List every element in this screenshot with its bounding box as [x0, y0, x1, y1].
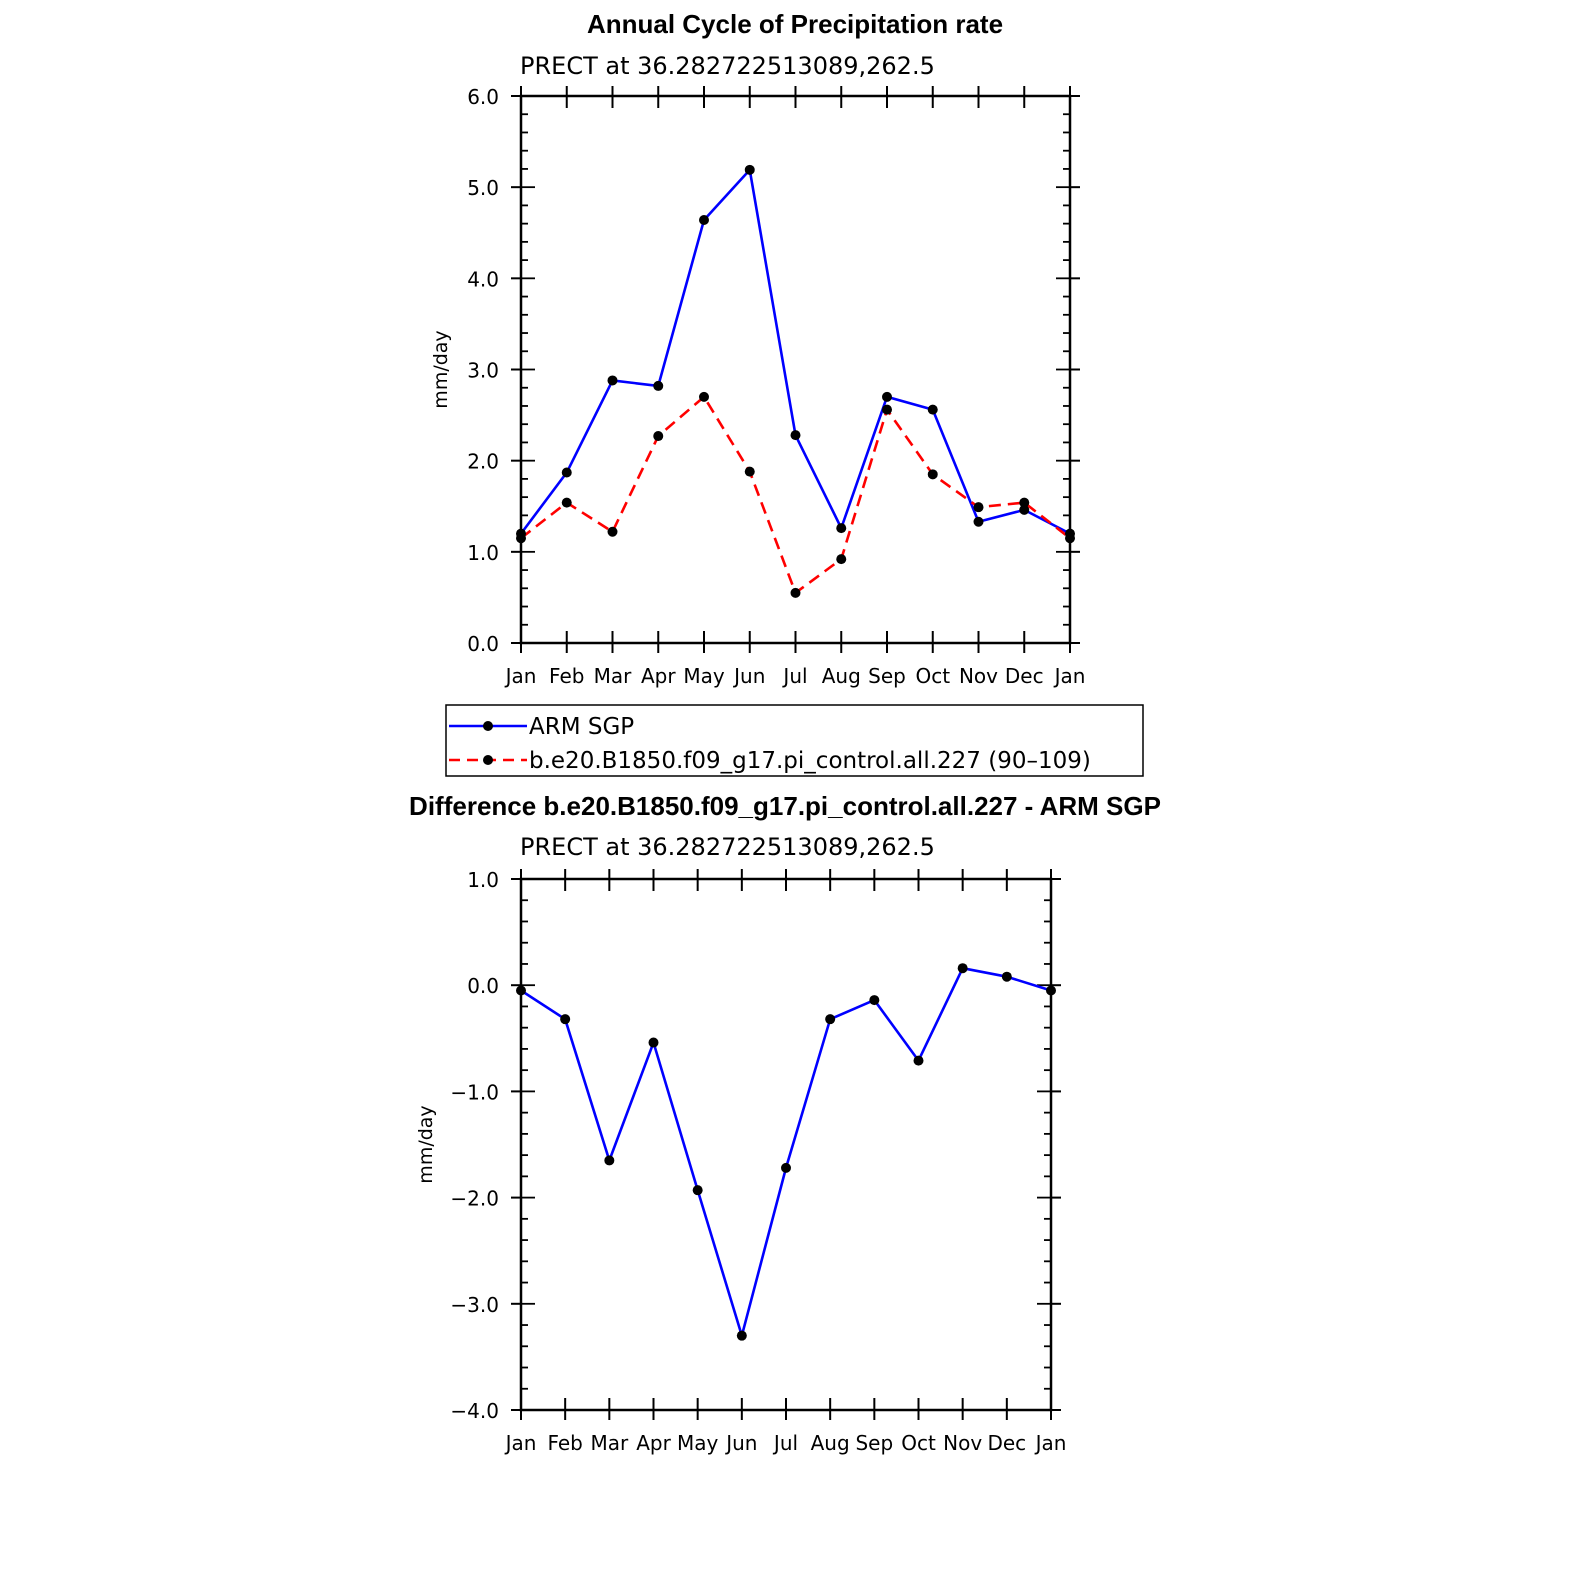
legend: ARM SGP b.e20.B1850.f09_g17.pi_control.a… [445, 704, 1144, 777]
x-tick-label: Jan [504, 1431, 537, 1455]
series-line-1 [520, 395, 1071, 595]
precip-annual-cycle-chart: Annual Cycle of Precipitation rate PRECT… [430, 9, 1085, 688]
data-point [653, 431, 664, 442]
y-axis-label: mm/day [415, 1105, 437, 1183]
data-point [516, 533, 526, 544]
y-tick-label: 3.0 [467, 359, 499, 383]
x-tick-label: Sep [868, 664, 906, 688]
y-tick-label: 1.0 [467, 541, 499, 565]
legend-label-arm-sgp: ARM SGP [529, 714, 634, 740]
data-point [836, 554, 847, 565]
data-point [781, 1162, 791, 1173]
legend-marker-model [483, 755, 493, 765]
x-tick-label: Dec [987, 1431, 1026, 1455]
y-tick-label: 2.0 [467, 450, 499, 474]
x-tick-label: Aug [811, 1431, 850, 1455]
y-axis-label: mm/day [430, 330, 452, 408]
x-tick-label: Jul [781, 664, 807, 688]
x-tick-label: Nov [943, 1431, 982, 1455]
data-point [882, 391, 892, 402]
plot-frame [519, 877, 1053, 1412]
data-point [825, 1014, 836, 1025]
x-tick-label: Jan [504, 664, 537, 688]
x-tick-label: May [677, 1431, 719, 1455]
x-tick-label: Dec [1005, 664, 1044, 688]
data-point [790, 430, 801, 441]
x-tick-label: Sep [855, 1431, 893, 1455]
data-point [973, 502, 984, 513]
x-tick-label: Jul [772, 1431, 798, 1455]
x-tick-label: Nov [959, 664, 998, 688]
data-point [699, 391, 709, 402]
y-tick-label: 0.0 [467, 974, 499, 998]
y-tick-label: 1.0 [467, 868, 499, 892]
data-point [1046, 985, 1056, 996]
y-tick-label: −2.0 [450, 1187, 499, 1211]
y-tick-label: −1.0 [450, 1080, 499, 1104]
data-point [699, 214, 709, 225]
x-tick-label: Jun [732, 664, 765, 688]
x-tick-label: Apr [641, 664, 676, 688]
data-point [744, 466, 755, 477]
data-point [560, 1014, 571, 1025]
data-point [736, 1330, 747, 1341]
series-line-0 [520, 966, 1052, 1337]
data-point [1065, 533, 1075, 544]
x-tick-label: Apr [636, 1431, 671, 1455]
data-point [957, 963, 968, 974]
x-tick-label: Jan [1053, 664, 1086, 688]
legend-label-model: b.e20.B1850.f09_g17.pi_control.all.227 (… [529, 748, 1091, 774]
legend-box [445, 704, 1144, 777]
data-point [927, 469, 938, 480]
y-tick-label: 0.0 [467, 632, 499, 656]
data-point [882, 404, 892, 415]
y-tick-label: −4.0 [450, 1399, 499, 1423]
data-point [790, 587, 801, 598]
series-line-0 [519, 168, 1071, 535]
data-point [561, 467, 572, 478]
x-tick-label: Feb [547, 1431, 582, 1455]
precip-difference-chart: Difference b.e20.B1850.f09_g17.pi_contro… [409, 791, 1161, 1455]
x-tick-label: Jan [1034, 1431, 1067, 1455]
x-tick-label: Feb [549, 664, 584, 688]
data-point [516, 985, 526, 996]
data-point [653, 380, 664, 391]
x-tick-label: Aug [822, 664, 861, 688]
x-tick-label: Oct [901, 1431, 936, 1455]
data-point [648, 1037, 659, 1048]
y-tick-label: 6.0 [467, 85, 499, 109]
x-tick-label: May [683, 664, 725, 688]
y-tick-label: 5.0 [467, 176, 499, 200]
data-point [744, 164, 755, 175]
x-tick-label: Oct [915, 664, 950, 688]
data-point [692, 1185, 703, 1196]
data-point [973, 516, 984, 527]
data-point [1001, 971, 1012, 982]
data-point [607, 375, 618, 386]
data-point [561, 497, 572, 508]
data-point [1019, 497, 1030, 508]
data-point [869, 995, 880, 1006]
x-tick-label: Mar [590, 1431, 629, 1455]
chart-title: Annual Cycle of Precipitation rate [587, 9, 1003, 39]
data-point [913, 1055, 924, 1066]
chart-subtitle: PRECT at 36.282722513089,262.5 [520, 52, 935, 80]
y-tick-label: 4.0 [467, 267, 499, 291]
data-point [1019, 504, 1030, 515]
x-tick-label: Mar [594, 664, 633, 688]
y-tick-label: −3.0 [450, 1293, 499, 1317]
data-point [604, 1155, 615, 1166]
data-point [607, 526, 618, 537]
chart-title: Difference b.e20.B1850.f09_g17.pi_contro… [409, 791, 1161, 821]
legend-marker-arm-sgp [483, 721, 493, 731]
x-tick-label: Jun [724, 1431, 757, 1455]
plot-frame [519, 94, 1072, 645]
data-point [836, 523, 847, 534]
data-point [927, 404, 938, 415]
chart-subtitle: PRECT at 36.282722513089,262.5 [520, 833, 935, 861]
